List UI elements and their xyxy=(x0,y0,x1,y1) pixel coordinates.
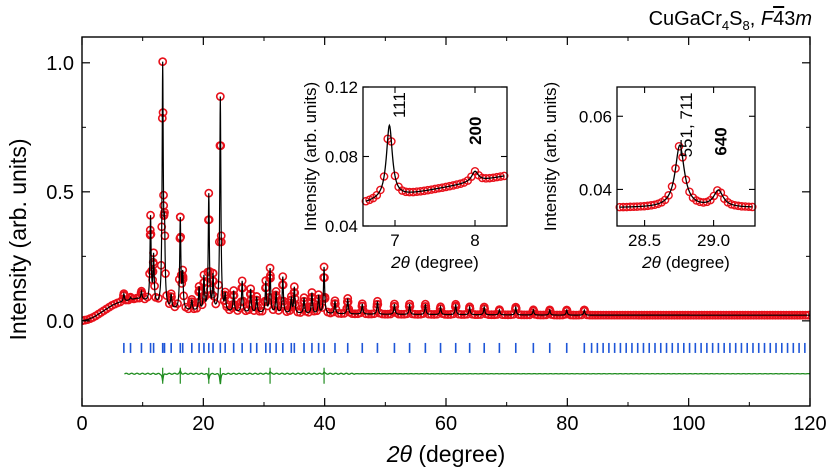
formula-sub1: 4 xyxy=(722,18,729,33)
inset-x-tick-label: 28.5 xyxy=(628,231,661,250)
inset-observed-point xyxy=(456,179,465,188)
observed-point xyxy=(154,293,163,303)
inset-background xyxy=(363,87,507,226)
inset-observed-point xyxy=(376,185,385,195)
inset-x-axis-label-symbol: 2θ xyxy=(390,253,410,272)
inset-x-axis-label: 2θ (degree) xyxy=(641,253,730,272)
calculated-profile-line xyxy=(82,61,810,322)
x-tick-label: 80 xyxy=(556,413,578,435)
space-group-bar: 4 xyxy=(773,8,784,30)
x-tick-label: 40 xyxy=(314,413,336,435)
inset-plot-high-angle: 28.5 29.0 0.04 0.06 2θ (degree) Intensity (ar… xyxy=(541,82,757,272)
x-tick-label: 60 xyxy=(435,413,457,435)
x-axis-label: 2θ (degree) xyxy=(386,441,506,467)
space-group-m: m xyxy=(795,8,812,30)
inset-observed-point xyxy=(664,191,673,200)
inset-y-tick-label: 0.04 xyxy=(579,180,612,199)
inset-y-tick-label: 0.08 xyxy=(325,148,358,167)
inset-y-tick-label: 0.12 xyxy=(325,78,358,97)
inset-y-tick-label: 0.06 xyxy=(579,107,612,126)
space-group-f: F xyxy=(761,8,775,30)
y-axis-label: Intensity (arb. units) xyxy=(5,139,31,341)
inset-y-axis-label: Intensity (arb. units) xyxy=(301,82,320,231)
compound-title: CuGaCr4S8, F43m xyxy=(649,8,812,33)
y-tick-label: 1.0 xyxy=(46,53,74,75)
inset-y-tick-label: 0.04 xyxy=(325,217,358,236)
observed-point xyxy=(143,292,152,302)
y-tick-label: 0.5 xyxy=(46,182,74,204)
space-group-rest: 3 xyxy=(784,8,795,30)
x-tick-label: 20 xyxy=(192,413,214,435)
x-axis-label-unit: (degree) xyxy=(412,441,505,467)
formula-base: CuGaCr xyxy=(649,8,723,30)
observed-point xyxy=(173,299,182,309)
inset-x-axis-label: 2θ (degree) xyxy=(390,253,479,272)
inset-y-axis-label: Intensity (arb. units) xyxy=(541,82,560,231)
difference-curve xyxy=(124,368,810,385)
x-tick-label: 120 xyxy=(793,413,826,435)
formula-mid: S xyxy=(729,8,742,30)
inset-frame xyxy=(616,86,756,227)
peak-annotation: 640 xyxy=(712,127,731,155)
formula-sub2: 8 xyxy=(743,18,750,33)
inset-observed-point xyxy=(674,142,684,151)
inset-x-tick-label: 7 xyxy=(390,231,399,250)
observed-point xyxy=(480,304,489,314)
main-plot: 0 20 40 60 80 100 120 0.0 0.5 1.0 2θ (degree) Inten… xyxy=(5,36,827,467)
peak-annotation: 111 xyxy=(390,92,409,118)
inset-x-tick-label: 8 xyxy=(470,231,479,250)
peak-annotation: 551, 711 xyxy=(677,92,696,157)
inset-x-axis-label-unit: (degree) xyxy=(410,253,479,272)
inset-plot-low-angle: 7 8 0.04 0.08 0.12 2θ (degree) Intensity (arb.… xyxy=(301,78,509,272)
y-tick-label: 0.0 xyxy=(46,311,74,333)
inset-x-axis-label-symbol: 2θ xyxy=(641,253,661,272)
inset-calculated-line xyxy=(619,144,753,208)
title-separator: , xyxy=(750,8,761,30)
inset-x-tick-label: 29.0 xyxy=(697,231,730,250)
peak-annotation: 200 xyxy=(466,117,485,145)
main-plot-area xyxy=(82,57,810,385)
observed-point xyxy=(211,299,221,309)
inset-calculated-line xyxy=(365,123,505,202)
x-tick-label: 100 xyxy=(672,413,705,435)
inset-x-axis-label-unit: (degree) xyxy=(661,253,730,272)
inset-observed-point xyxy=(667,182,677,191)
x-tick-label: 0 xyxy=(76,413,87,435)
inset-observed-point xyxy=(681,175,691,185)
observed-point xyxy=(436,304,446,313)
x-axis-label-symbol: 2θ xyxy=(386,441,413,467)
